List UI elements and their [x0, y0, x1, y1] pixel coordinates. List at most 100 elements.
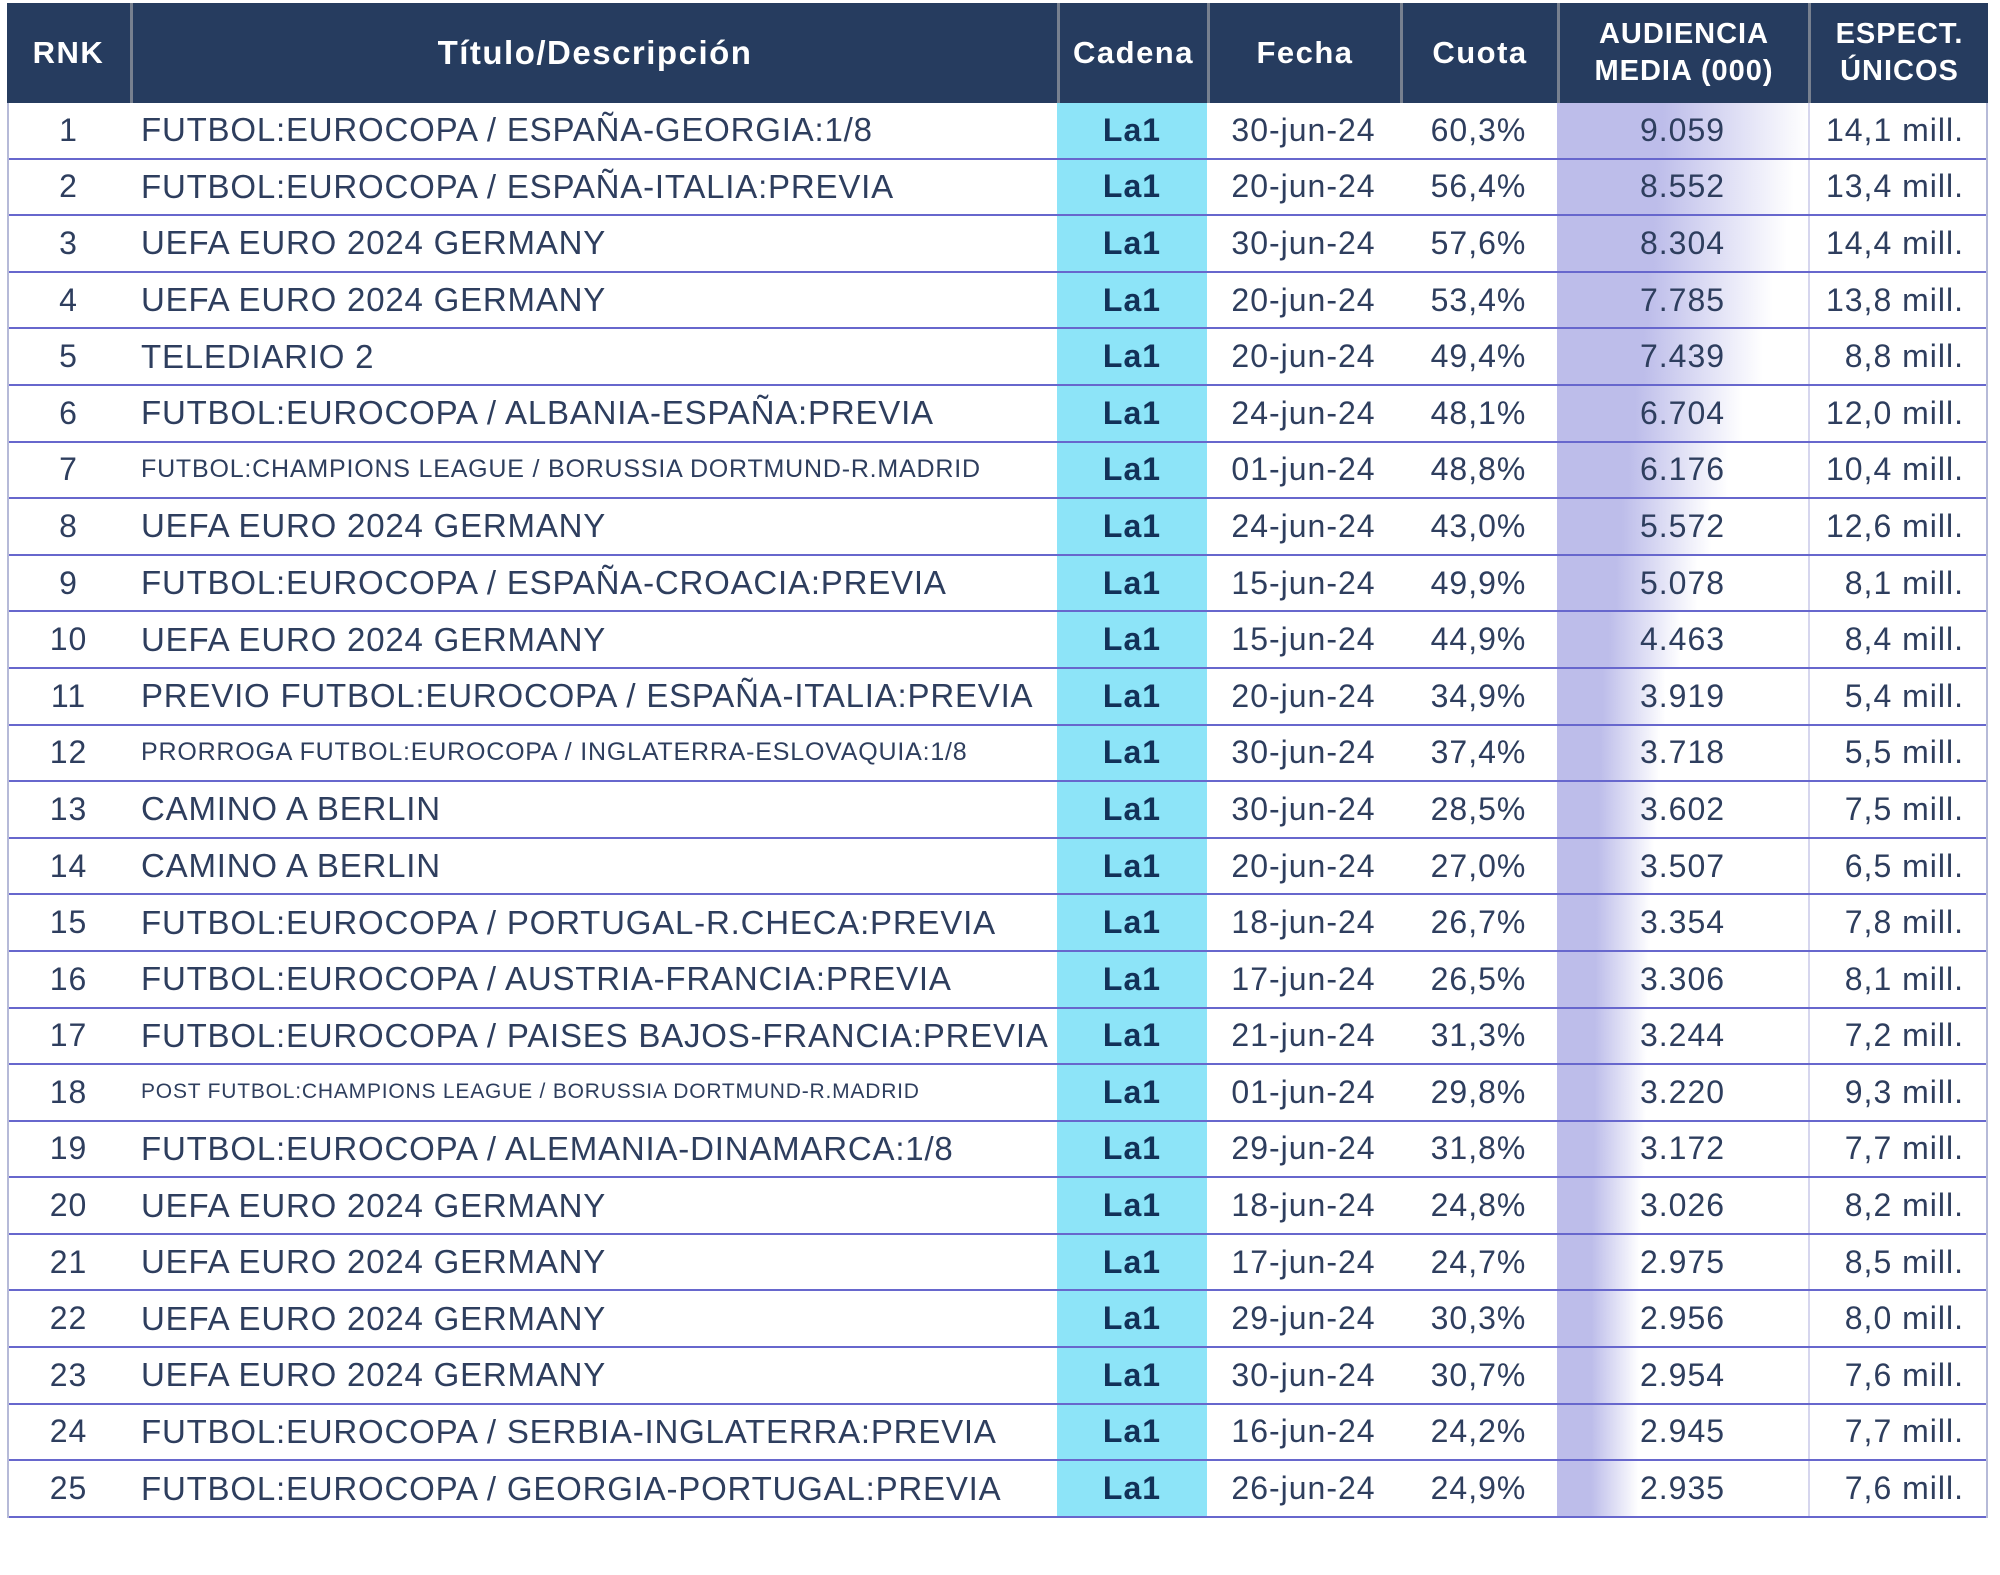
share-cell: 60,3% — [1430, 111, 1527, 148]
rank-cell: 9 — [59, 564, 78, 601]
channel-cell: La1 — [1057, 555, 1207, 611]
audience-cell: 2.954 — [1557, 1348, 1808, 1403]
date-cell: 29-jun-24 — [1231, 1300, 1376, 1337]
audience-cell: 4.463 — [1557, 612, 1808, 667]
table-row: 12 PRORROGA FUTBOL:EUROCOPA / INGLATERRA-… — [7, 725, 1988, 783]
title-cell: UEFA EURO 2024 GERMANY — [141, 1186, 607, 1224]
channel-cell: La1 — [1057, 499, 1207, 554]
title-cell: FUTBOL:EUROCOPA / ALEMANIA-DINAMARCA:1/8 — [141, 1129, 954, 1167]
title-cell: UEFA EURO 2024 GERMANY — [141, 507, 607, 545]
rank-cell: 24 — [49, 1413, 88, 1450]
share-cell: 37,4% — [1430, 734, 1527, 771]
date-cell: 30-jun-24 — [1231, 790, 1376, 827]
channel-cell: La1 — [1057, 1234, 1207, 1290]
share-cell: 28,5% — [1430, 790, 1527, 827]
date-cell: 30-jun-24 — [1231, 734, 1376, 771]
date-cell: 18-jun-24 — [1231, 1187, 1376, 1224]
channel-cell: La1 — [1057, 385, 1207, 441]
rank-cell: 2 — [59, 168, 78, 205]
ratings-table: RNK Título/Descripción Cadena Fecha Cuot… — [7, 3, 1988, 1518]
rank-cell: 12 — [49, 734, 88, 771]
rank-cell: 7 — [59, 451, 78, 488]
audience-cell: 5.078 — [1557, 555, 1808, 611]
audience-cell: 3.172 — [1557, 1121, 1808, 1177]
rank-cell: 20 — [49, 1187, 88, 1224]
viewers-cell: 8,4 mill. — [1808, 612, 1988, 667]
channel-cell: La1 — [1057, 1065, 1207, 1120]
viewers-cell: 8,0 mill. — [1808, 1291, 1988, 1347]
table-header-row: RNK Título/Descripción Cadena Fecha Cuot… — [7, 3, 1988, 103]
share-cell: 26,7% — [1430, 904, 1527, 941]
audience-cell: 3.507 — [1557, 838, 1808, 894]
title-cell: UEFA EURO 2024 GERMANY — [141, 1299, 607, 1337]
table-row: 23 UEFA EURO 2024 GERMANY La1 30-jun-24 30,7… — [7, 1348, 1988, 1405]
table-row: 9 FUTBOL:EUROCOPA / ESPAÑA-CROACIA:PREVIA… — [7, 555, 1988, 613]
share-cell: 24,2% — [1430, 1413, 1527, 1450]
channel-cell: La1 — [1057, 782, 1207, 837]
channel-cell: La1 — [1057, 272, 1207, 328]
audience-cell: 6.704 — [1557, 385, 1808, 441]
audience-cell: 2.956 — [1557, 1291, 1808, 1347]
audience-cell: 3.602 — [1557, 782, 1808, 837]
share-cell: 24,9% — [1430, 1470, 1527, 1507]
viewers-cell: 13,4 mill. — [1808, 159, 1988, 215]
rank-cell: 23 — [49, 1356, 88, 1393]
audience-cell: 7.785 — [1557, 272, 1808, 328]
table-row: 16 FUTBOL:EUROCOPA / AUSTRIA-FRANCIA:PREV… — [7, 951, 1988, 1009]
table-row: 1 FUTBOL:EUROCOPA / ESPAÑA-GEORGIA:1/8 La1… — [7, 103, 1988, 160]
table-row: 10 UEFA EURO 2024 GERMANY La1 15-jun-24 44,9… — [7, 612, 1988, 669]
table-row: 2 FUTBOL:EUROCOPA / ESPAÑA-ITALIA:PREVIA L… — [7, 159, 1988, 217]
title-cell: FUTBOL:EUROCOPA / ESPAÑA-CROACIA:PREVIA — [141, 564, 947, 602]
date-cell: 30-jun-24 — [1231, 111, 1376, 148]
date-cell: 20-jun-24 — [1231, 281, 1376, 318]
share-cell: 57,6% — [1430, 224, 1527, 261]
date-cell: 16-jun-24 — [1231, 1413, 1376, 1450]
viewers-cell: 8,1 mill. — [1808, 555, 1988, 611]
rank-cell: 10 — [49, 621, 88, 658]
header-rank: RNK — [7, 3, 130, 103]
channel-cell: La1 — [1057, 1461, 1207, 1516]
rank-cell: 14 — [49, 847, 88, 884]
rank-cell: 21 — [49, 1243, 88, 1280]
title-cell: POST FUTBOL:CHAMPIONS LEAGUE / BORUSSIA … — [141, 1080, 920, 1104]
header-audience: AUDIENCIA MEDIA (000) — [1557, 3, 1808, 103]
header-viewers-line2: ÚNICOS — [1840, 55, 1959, 87]
channel-cell: La1 — [1057, 668, 1207, 724]
rank-cell: 19 — [49, 1130, 88, 1167]
header-share: Cuota — [1400, 3, 1557, 103]
rank-cell: 25 — [49, 1470, 88, 1507]
title-cell: UEFA EURO 2024 GERMANY — [141, 620, 607, 658]
audience-cell: 2.945 — [1557, 1404, 1808, 1460]
table-row: 21 UEFA EURO 2024 GERMANY La1 17-jun-24 24,7… — [7, 1234, 1988, 1292]
date-cell: 29-jun-24 — [1231, 1130, 1376, 1167]
share-cell: 43,0% — [1430, 507, 1527, 544]
title-cell: UEFA EURO 2024 GERMANY — [141, 224, 607, 262]
audience-cell: 3.354 — [1557, 895, 1808, 950]
table-row: 11 PREVIO FUTBOL:EUROCOPA / ESPAÑA-ITALIA… — [7, 668, 1988, 726]
date-cell: 24-jun-24 — [1231, 507, 1376, 544]
table-row: 19 FUTBOL:EUROCOPA / ALEMANIA-DINAMARCA:1… — [7, 1121, 1988, 1179]
channel-cell: La1 — [1057, 216, 1207, 271]
share-cell: 26,5% — [1430, 960, 1527, 997]
share-cell: 30,3% — [1430, 1300, 1527, 1337]
date-cell: 01-jun-24 — [1231, 1073, 1376, 1110]
channel-cell: La1 — [1057, 612, 1207, 667]
audience-cell: 8.304 — [1557, 216, 1808, 271]
share-cell: 48,8% — [1430, 451, 1527, 488]
table-row: 14 CAMINO A BERLIN La1 20-jun-24 27,0% 3.507 6… — [7, 838, 1988, 896]
channel-cell: La1 — [1057, 1404, 1207, 1460]
viewers-cell: 10,4 mill. — [1808, 442, 1988, 498]
title-cell: PREVIO FUTBOL:EUROCOPA / ESPAÑA-ITALIA:P… — [141, 677, 1034, 715]
viewers-cell: 7,5 mill. — [1808, 782, 1988, 837]
share-cell: 49,9% — [1430, 564, 1527, 601]
title-cell: PRORROGA FUTBOL:EUROCOPA / INGLATERRA-ES… — [141, 738, 968, 767]
table-row: 8 UEFA EURO 2024 GERMANY La1 24-jun-24 43,0%… — [7, 499, 1988, 556]
title-cell: FUTBOL:CHAMPIONS LEAGUE / BORUSSIA DORTM… — [141, 455, 981, 484]
date-cell: 30-jun-24 — [1231, 1356, 1376, 1393]
share-cell: 31,3% — [1430, 1017, 1527, 1054]
share-cell: 31,8% — [1430, 1130, 1527, 1167]
share-cell: 29,8% — [1430, 1073, 1527, 1110]
header-viewers: ESPECT. ÚNICOS — [1808, 3, 1988, 103]
channel-cell: La1 — [1057, 838, 1207, 894]
